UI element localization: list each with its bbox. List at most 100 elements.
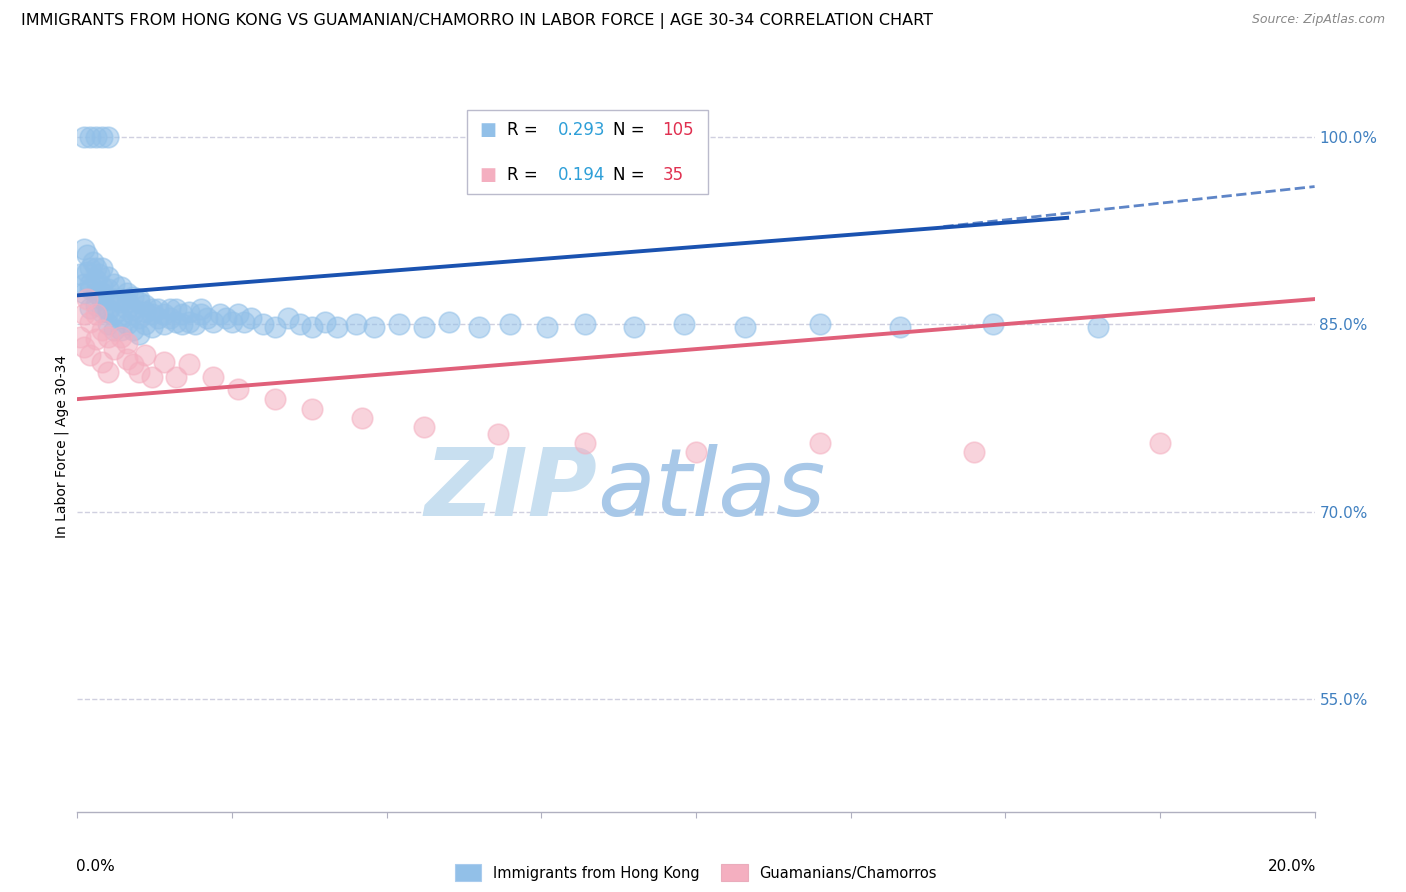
Point [84, 332, 107, 346]
Point [97, 317, 120, 331]
Point [97, 365, 120, 379]
Point [177, 357, 200, 371]
Point [122, 323, 145, 337]
Point [87, 267, 110, 281]
Point [146, 302, 169, 317]
Point [103, 292, 125, 306]
Text: N =: N = [613, 121, 650, 139]
Point [115, 352, 138, 367]
Point [97, 302, 120, 317]
Point [344, 317, 367, 331]
Point [301, 319, 323, 334]
Point [685, 444, 707, 458]
Point [91, 279, 114, 293]
Point [72, 285, 94, 300]
Point [69, 267, 91, 281]
Point [76, 264, 98, 278]
Point [84, 260, 107, 275]
Point [141, 369, 163, 384]
Text: N =: N = [613, 167, 650, 185]
Point [889, 319, 911, 334]
Point [103, 277, 125, 291]
Point [122, 289, 145, 303]
Point [177, 304, 200, 318]
Point [350, 410, 373, 425]
Point [195, 310, 218, 325]
Text: 0.194: 0.194 [557, 167, 605, 185]
Point [97, 269, 120, 284]
Point [128, 310, 150, 325]
Point [468, 319, 491, 334]
Point [1149, 435, 1171, 450]
Point [91, 292, 114, 306]
Point [110, 329, 132, 343]
Point [963, 444, 986, 458]
Text: ZIP: ZIP [425, 444, 598, 536]
Point [486, 427, 509, 442]
Point [981, 317, 1004, 331]
Point [141, 302, 163, 317]
Point [91, 304, 114, 318]
Point [141, 319, 163, 334]
Text: IMMIGRANTS FROM HONG KONG VS GUAMANIAN/CHAMORRO IN LABOR FORCE | AGE 30-34 CORRE: IMMIGRANTS FROM HONG KONG VS GUAMANIAN/C… [21, 13, 934, 29]
Point [84, 273, 107, 287]
Point [134, 348, 156, 362]
Point [808, 317, 831, 331]
Point [84, 285, 107, 300]
Point [177, 315, 200, 329]
Text: 0.293: 0.293 [557, 121, 605, 139]
Point [97, 292, 120, 306]
Point [190, 307, 212, 321]
Point [146, 310, 169, 325]
Point [103, 323, 125, 337]
Point [122, 357, 145, 371]
Point [91, 354, 114, 368]
Point [301, 402, 323, 417]
Point [91, 285, 114, 300]
Text: 20.0%: 20.0% [1267, 859, 1316, 874]
Point [84, 129, 107, 144]
Point [159, 302, 181, 317]
Point [84, 298, 107, 312]
Text: R =: R = [506, 167, 543, 185]
Point [264, 319, 287, 334]
Point [288, 317, 311, 331]
Point [239, 310, 262, 325]
Point [97, 329, 120, 343]
Point [72, 129, 94, 144]
Point [115, 335, 138, 350]
Point [165, 302, 187, 317]
Point [115, 294, 138, 309]
Point [79, 260, 101, 275]
Y-axis label: In Labor Force | Age 30-34: In Labor Force | Age 30-34 [55, 354, 69, 538]
Point [202, 315, 225, 329]
Point [172, 317, 194, 331]
Point [79, 129, 101, 144]
Point [110, 292, 132, 306]
Point [91, 129, 114, 144]
Text: 105: 105 [662, 121, 695, 139]
Point [202, 369, 225, 384]
Point [499, 317, 522, 331]
Point [208, 307, 231, 321]
Point [110, 323, 132, 337]
Point [79, 315, 101, 329]
Point [72, 340, 94, 354]
Point [110, 279, 132, 293]
Text: ■: ■ [479, 121, 496, 139]
Point [412, 419, 434, 434]
Point [72, 277, 94, 291]
Point [221, 315, 243, 329]
Point [91, 260, 114, 275]
Point [165, 315, 187, 329]
Point [153, 307, 176, 321]
Point [623, 319, 645, 334]
Point [574, 435, 596, 450]
Text: R =: R = [506, 121, 543, 139]
Point [363, 319, 385, 334]
Point [103, 307, 125, 321]
Point [215, 310, 238, 325]
Point [172, 307, 194, 321]
Point [388, 317, 411, 331]
Point [76, 292, 98, 306]
